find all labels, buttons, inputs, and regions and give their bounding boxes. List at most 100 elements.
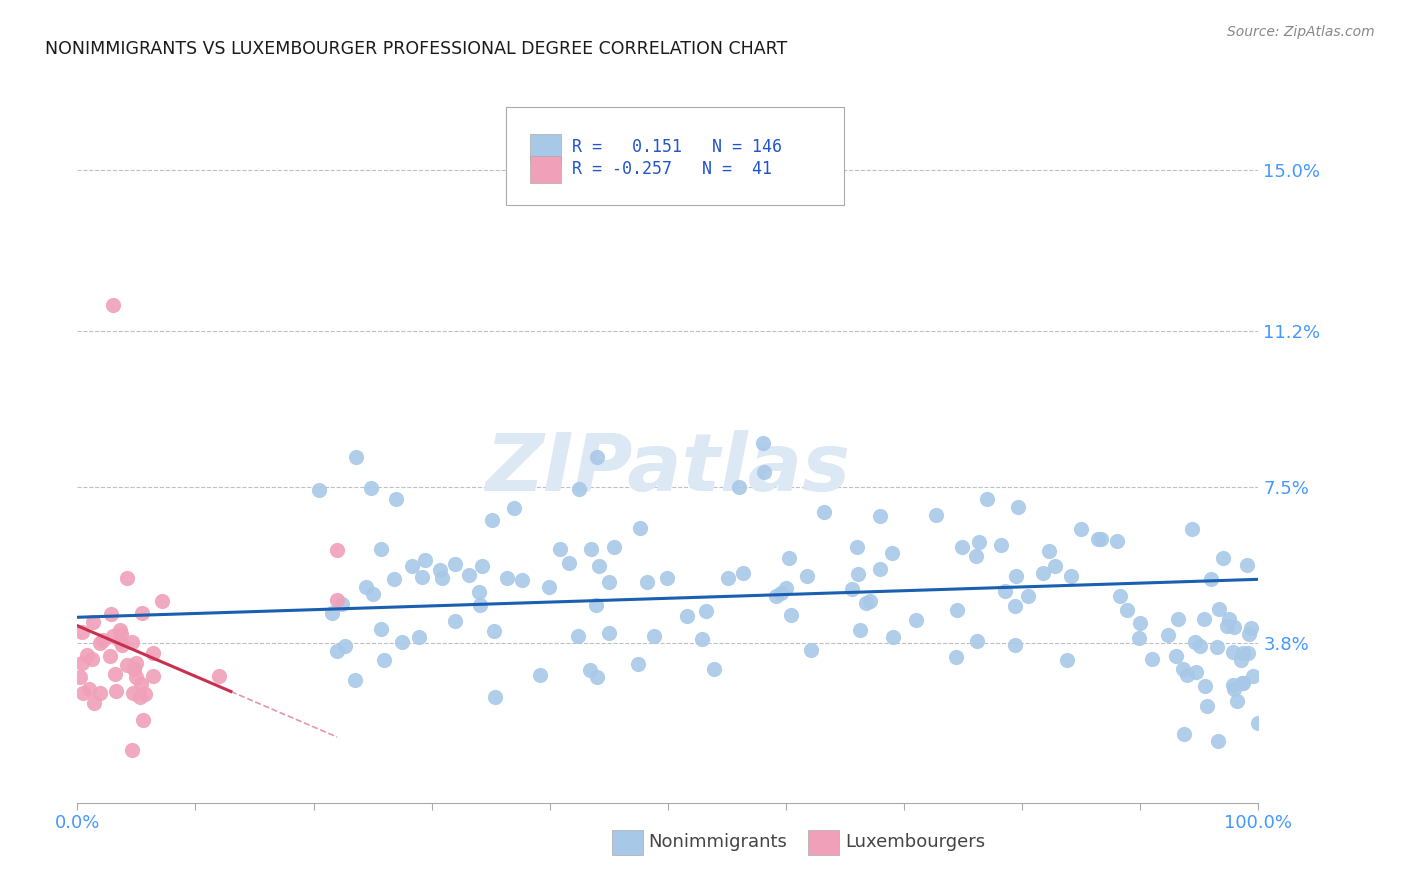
Point: [1184, 635, 1206, 649]
Point: [966, 549, 988, 563]
Point: [1240, 622, 1263, 636]
Point: [869, 562, 891, 576]
Point: [1212, 551, 1234, 566]
Point: [1195, 698, 1218, 713]
Point: [361, 587, 384, 601]
Point: [129, 690, 152, 704]
Point: [537, 580, 560, 594]
Point: [125, 670, 148, 684]
Point: [990, 538, 1012, 552]
Point: [1241, 668, 1264, 682]
Point: [529, 668, 551, 682]
Point: [1166, 648, 1188, 663]
Point: [846, 566, 869, 581]
Point: [1173, 662, 1195, 676]
Point: [627, 657, 650, 672]
Point: [132, 713, 155, 727]
Point: [382, 573, 405, 587]
Point: [131, 606, 153, 620]
Point: [586, 670, 609, 684]
Point: [1140, 652, 1163, 666]
Point: [1004, 599, 1026, 614]
Point: [550, 542, 572, 557]
Point: [1004, 569, 1026, 583]
Point: [1059, 568, 1081, 582]
Point: [1038, 543, 1060, 558]
Point: [470, 598, 492, 612]
Point: [1188, 639, 1211, 653]
Point: [330, 597, 353, 611]
Point: [849, 624, 872, 638]
Point: [598, 626, 620, 640]
Point: [1087, 532, 1109, 546]
Point: [110, 626, 132, 640]
Point: [360, 481, 382, 495]
Point: [905, 613, 928, 627]
Point: [1175, 668, 1198, 682]
Point: [444, 557, 467, 571]
Point: [72, 686, 94, 700]
Point: [413, 553, 436, 567]
Point: [1105, 534, 1128, 549]
Point: [967, 534, 990, 549]
Point: [1230, 676, 1253, 690]
Point: [481, 513, 503, 527]
Point: [1215, 619, 1237, 633]
Point: [129, 677, 152, 691]
Point: [692, 632, 714, 646]
Point: [83, 696, 105, 710]
Point: [1230, 653, 1253, 667]
Point: [89, 636, 111, 650]
Point: [1206, 640, 1229, 655]
Point: [370, 541, 392, 556]
Point: [373, 653, 395, 667]
Point: [484, 624, 506, 639]
Point: [1232, 675, 1254, 690]
Point: [588, 559, 610, 574]
Point: [813, 505, 835, 519]
Point: [125, 656, 148, 670]
Point: [846, 541, 869, 555]
Point: [1206, 733, 1229, 747]
Point: [134, 687, 156, 701]
Text: R = -0.257   N =  41: R = -0.257 N = 41: [572, 161, 772, 178]
Point: [457, 568, 479, 582]
Point: [841, 582, 863, 596]
Point: [994, 584, 1017, 599]
Point: [1239, 627, 1261, 641]
Point: [98, 648, 121, 663]
Point: [105, 684, 128, 698]
Point: [1007, 500, 1029, 514]
Point: [444, 614, 467, 628]
Point: [122, 686, 145, 700]
Point: [484, 690, 506, 705]
Text: 100.0%: 100.0%: [1225, 814, 1292, 832]
Point: [1222, 681, 1244, 696]
Point: [579, 663, 602, 677]
Point: [76, 648, 98, 662]
Point: [751, 435, 773, 450]
Point: [103, 629, 125, 643]
Point: [108, 623, 131, 637]
Point: [558, 557, 581, 571]
Point: [950, 540, 973, 554]
Point: [111, 638, 134, 652]
Point: [70, 625, 93, 640]
Point: [1056, 653, 1078, 667]
Point: [770, 586, 793, 600]
Point: [1004, 639, 1026, 653]
Point: [976, 492, 998, 507]
Point: [471, 559, 494, 574]
Point: [370, 622, 392, 636]
Point: [765, 589, 787, 603]
Point: [468, 584, 491, 599]
Point: [796, 568, 818, 582]
Point: [778, 550, 800, 565]
Point: [77, 681, 100, 696]
Point: [1129, 615, 1152, 630]
Point: [108, 634, 131, 648]
Point: [115, 657, 138, 672]
Point: [82, 652, 104, 666]
Point: [510, 573, 533, 587]
Point: [869, 509, 891, 524]
